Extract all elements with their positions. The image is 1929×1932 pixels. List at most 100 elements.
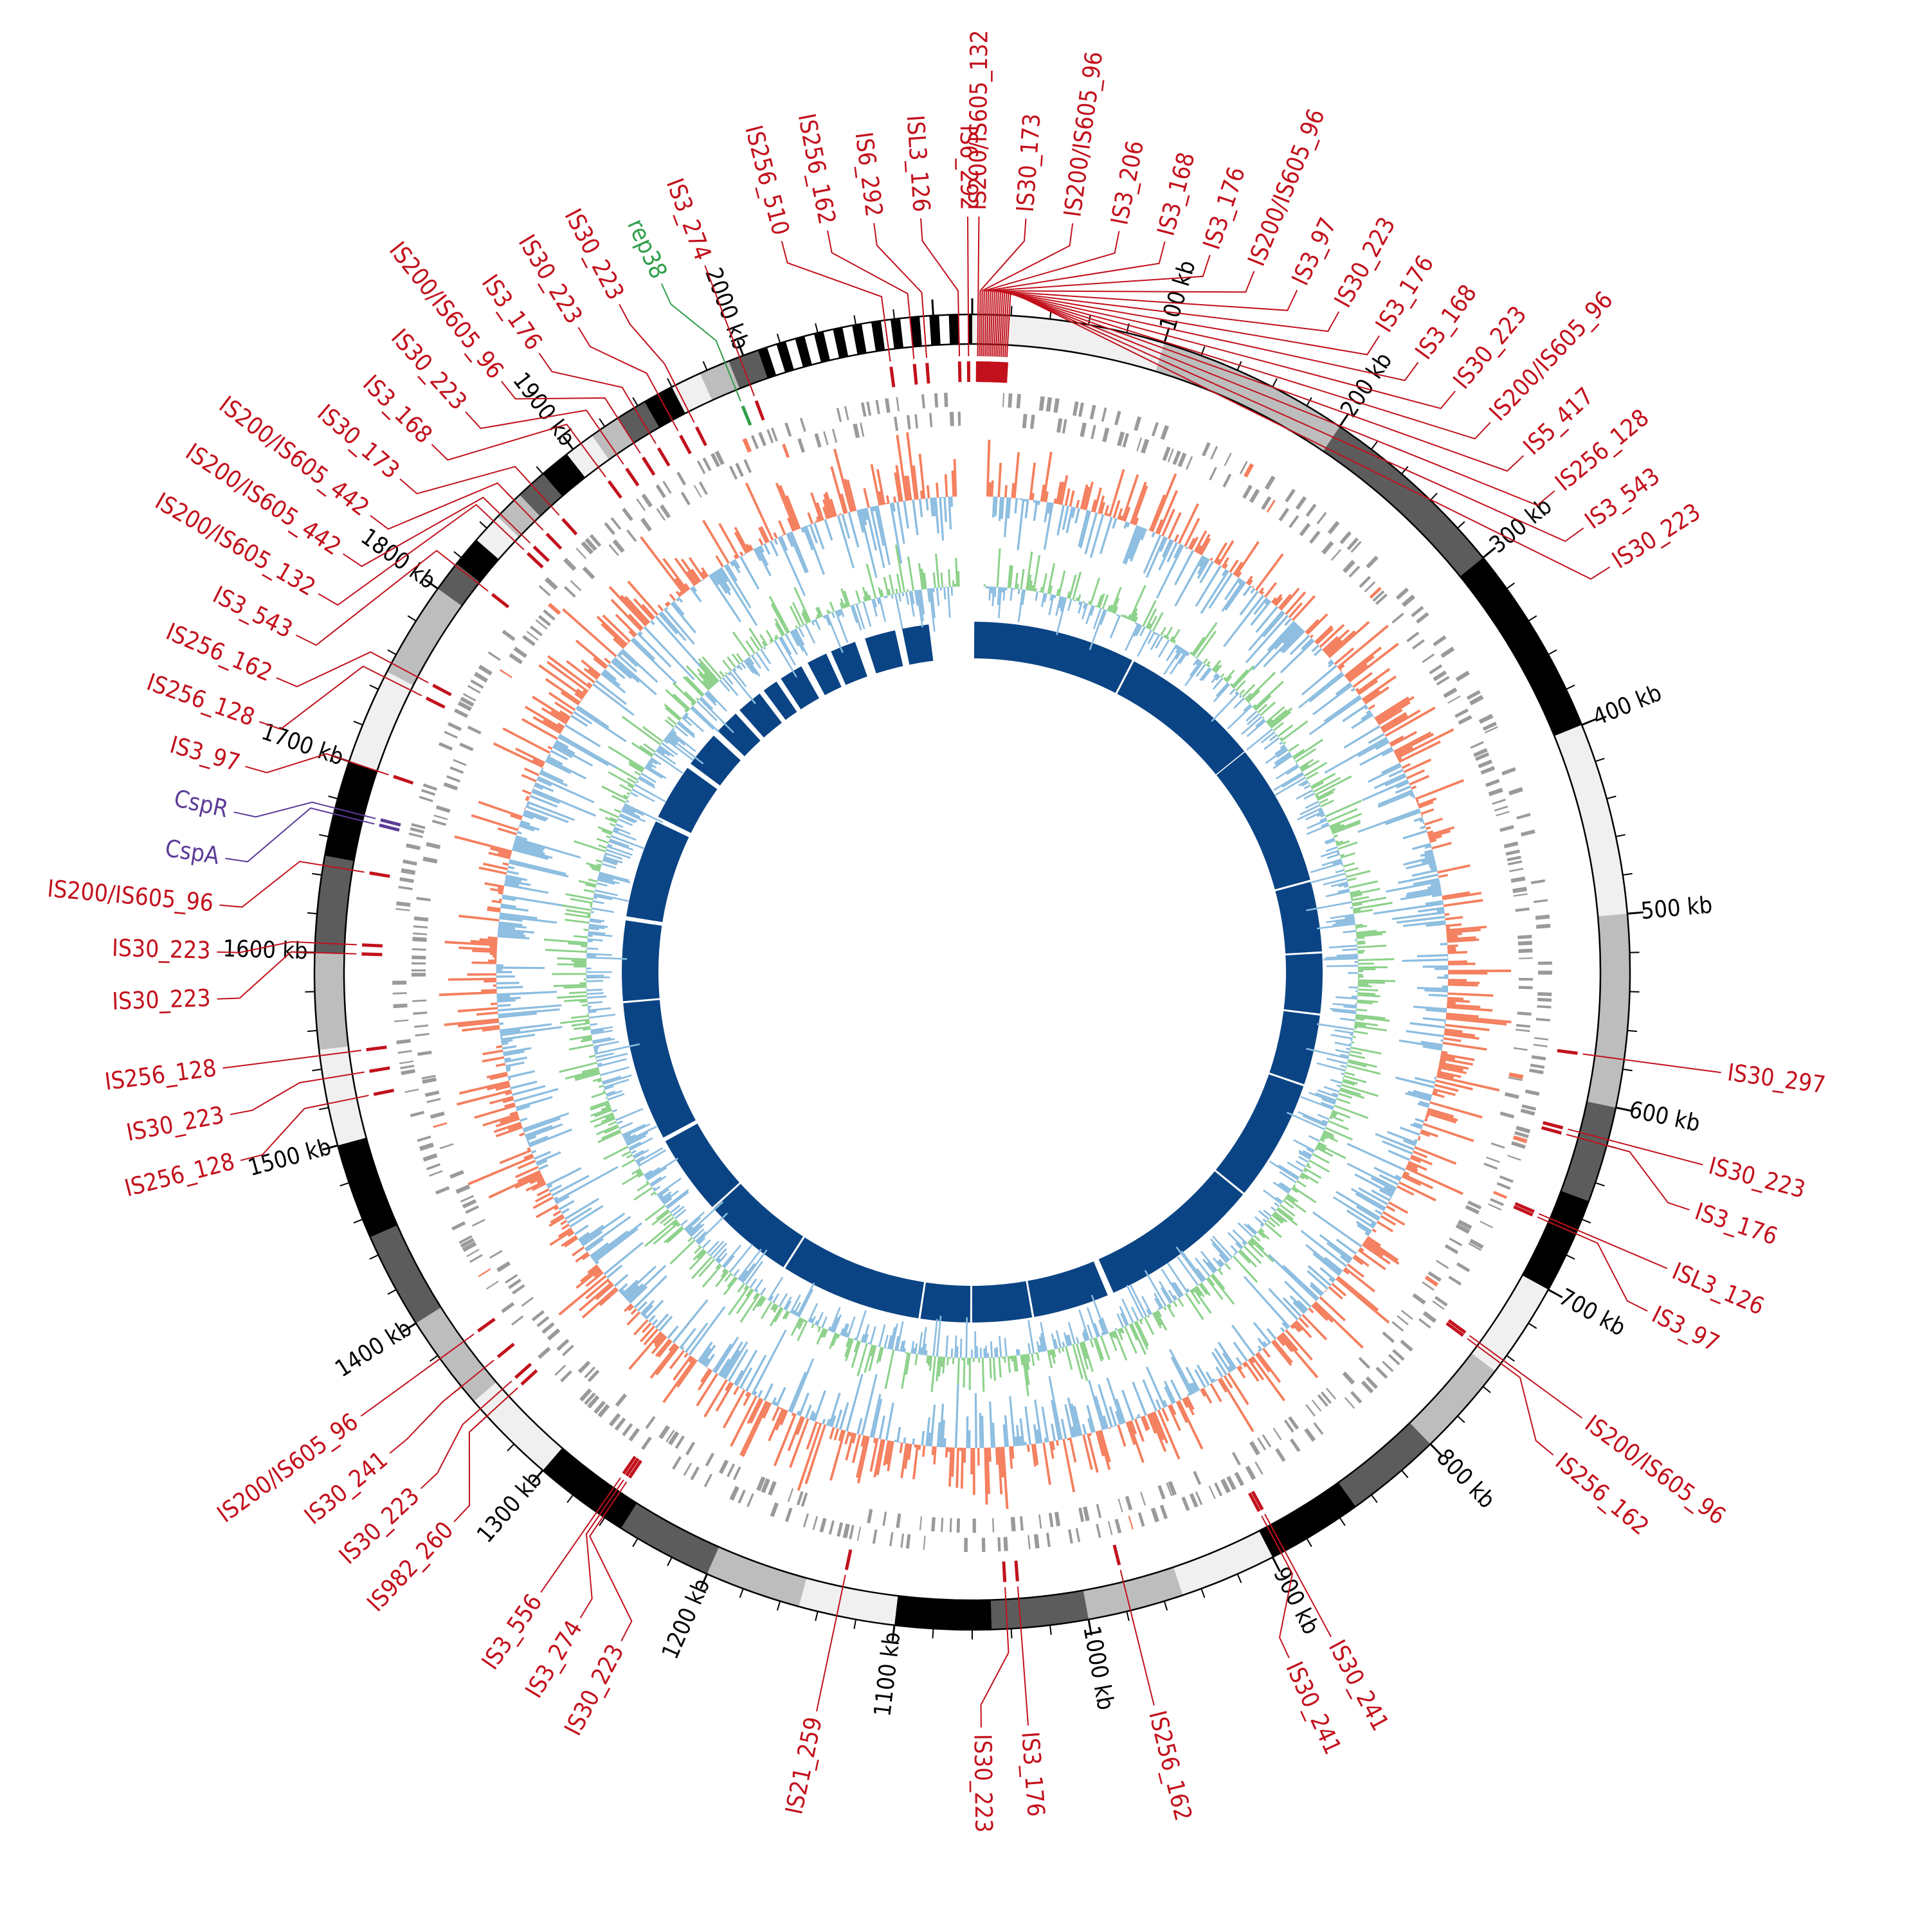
gene-feature bbox=[422, 856, 437, 863]
gene-feature bbox=[403, 860, 417, 866]
gene-feature bbox=[521, 1297, 534, 1306]
annotation-label: IS30_223 bbox=[968, 1734, 997, 1833]
gene-feature bbox=[729, 466, 738, 480]
skew-negative-bar bbox=[768, 644, 770, 645]
gc-high-bar bbox=[1437, 864, 1471, 873]
gc-high-bar bbox=[518, 826, 519, 829]
is-element-mark bbox=[608, 480, 622, 499]
gc-low-bar bbox=[1327, 1242, 1352, 1262]
skew-positive-bar bbox=[638, 1167, 640, 1169]
ideogram-band bbox=[1554, 725, 1627, 917]
scale-label: 900 kb bbox=[1268, 1563, 1324, 1639]
skew-negative-bar bbox=[1293, 1139, 1315, 1151]
skew-negative-bar bbox=[612, 1109, 618, 1113]
gc-high-bar bbox=[1117, 1425, 1126, 1447]
gene-feature bbox=[843, 1524, 850, 1539]
gc-low-bar bbox=[1420, 826, 1426, 829]
gc-high-bar bbox=[914, 1445, 916, 1448]
skew-positive-bar bbox=[1358, 958, 1395, 961]
annotation-label: IS3_176 bbox=[1692, 1198, 1781, 1250]
gc-high-bar bbox=[1128, 1421, 1145, 1463]
skew-positive-bar bbox=[1306, 772, 1318, 780]
gene-feature bbox=[894, 417, 898, 431]
skew-positive-bar bbox=[557, 957, 586, 961]
gene-feature bbox=[699, 482, 708, 495]
gc-low-bar bbox=[531, 1150, 536, 1153]
gene-feature bbox=[557, 1339, 570, 1351]
skew-positive-bar bbox=[1090, 578, 1100, 606]
gene-feature bbox=[1537, 1006, 1551, 1009]
gene-feature bbox=[423, 784, 437, 791]
skew-positive-bar bbox=[1293, 739, 1323, 759]
skew-positive-bar bbox=[586, 949, 588, 951]
skew-positive-bar bbox=[1345, 1072, 1355, 1076]
skew-negative-bar bbox=[1233, 698, 1245, 709]
gc-high-bar bbox=[1227, 1373, 1249, 1405]
gc-low-bar bbox=[565, 1198, 599, 1220]
gene-feature bbox=[1536, 924, 1550, 929]
skew-positive-bar bbox=[1031, 1353, 1035, 1366]
skew-negative-bar bbox=[680, 1220, 688, 1227]
skew-positive-bar bbox=[1035, 1353, 1037, 1355]
gene-feature bbox=[1478, 759, 1493, 768]
skew-negative-bar bbox=[1234, 1254, 1236, 1256]
is-element-mark bbox=[913, 364, 918, 384]
gc-low-bar bbox=[1351, 714, 1373, 729]
gene-feature bbox=[1449, 1238, 1462, 1247]
gene-feature bbox=[658, 1425, 670, 1440]
ideogram-band bbox=[370, 1225, 441, 1323]
gc-low-bar bbox=[1244, 1276, 1291, 1328]
skew-negative-bar bbox=[1201, 669, 1211, 682]
gc-high-bar bbox=[1448, 979, 1467, 982]
gene-feature bbox=[997, 1537, 1001, 1551]
synteny-block bbox=[1284, 953, 1323, 1014]
minor-tick bbox=[1127, 1611, 1129, 1621]
gc-high-bar bbox=[945, 1447, 948, 1458]
gene-feature bbox=[743, 438, 752, 453]
gene-feature bbox=[703, 458, 712, 472]
minor-tick bbox=[408, 616, 416, 621]
gc-high-bar bbox=[829, 1430, 846, 1481]
gene-feature bbox=[1222, 474, 1231, 488]
gene-feature bbox=[1536, 1018, 1550, 1022]
skew-positive-bar bbox=[569, 991, 587, 994]
gc-high-bar bbox=[1255, 554, 1284, 591]
gene-feature bbox=[1483, 721, 1497, 730]
synteny-block bbox=[623, 1000, 696, 1137]
gene-feature bbox=[1485, 779, 1500, 788]
skew-positive-bar bbox=[634, 771, 640, 776]
gene-feature bbox=[645, 1416, 655, 1429]
gc-low-bar bbox=[1410, 1022, 1445, 1029]
gc-high-bar bbox=[961, 1448, 964, 1489]
scale-label: 400 kb bbox=[1589, 680, 1665, 731]
annotation-label: IS200/IS605_442 bbox=[214, 391, 374, 522]
synteny-block bbox=[622, 921, 662, 1002]
annotation-label: ISL3_126 bbox=[901, 114, 936, 213]
gc-high-bar bbox=[839, 513, 842, 515]
skew-negative-bar bbox=[1305, 800, 1319, 809]
gc-low-bar bbox=[1323, 1291, 1325, 1294]
skew-positive-bar bbox=[544, 939, 588, 944]
gc-low-bar bbox=[950, 496, 953, 507]
skew-negative-bar bbox=[883, 1335, 889, 1348]
skew-positive-bar bbox=[1238, 1250, 1251, 1263]
minor-tick bbox=[312, 874, 322, 875]
skew-negative-bar bbox=[742, 1249, 768, 1283]
skew-positive-bar bbox=[620, 1133, 622, 1135]
gene-feature bbox=[642, 494, 653, 508]
skew-positive-bar bbox=[1042, 573, 1047, 593]
skew-negative-bar bbox=[1296, 1160, 1307, 1168]
gene-feature bbox=[1331, 549, 1341, 561]
gene-feature bbox=[857, 1527, 861, 1541]
gc-high-bar bbox=[817, 1422, 820, 1424]
gc-low-bar bbox=[1324, 695, 1361, 722]
is-element-mark bbox=[1002, 1562, 1007, 1582]
gene-feature bbox=[1102, 428, 1109, 442]
skew-negative-bar bbox=[965, 1317, 968, 1359]
skew-negative-bar bbox=[905, 591, 909, 605]
skew-positive-bar bbox=[1233, 665, 1254, 689]
gene-feature bbox=[488, 651, 501, 661]
minor-tick bbox=[815, 1611, 818, 1621]
